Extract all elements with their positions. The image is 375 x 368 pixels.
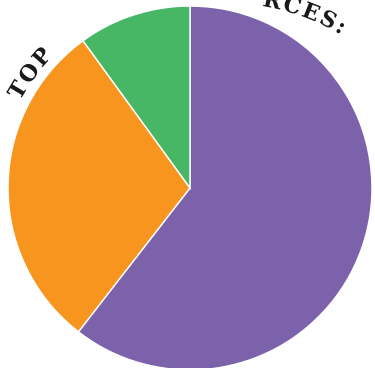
pie-slice-1 (77, 5, 373, 368)
pie-slices (7, 5, 373, 368)
pie-slice-3 (81, 5, 191, 191)
pie-slice-2 (7, 39, 191, 333)
